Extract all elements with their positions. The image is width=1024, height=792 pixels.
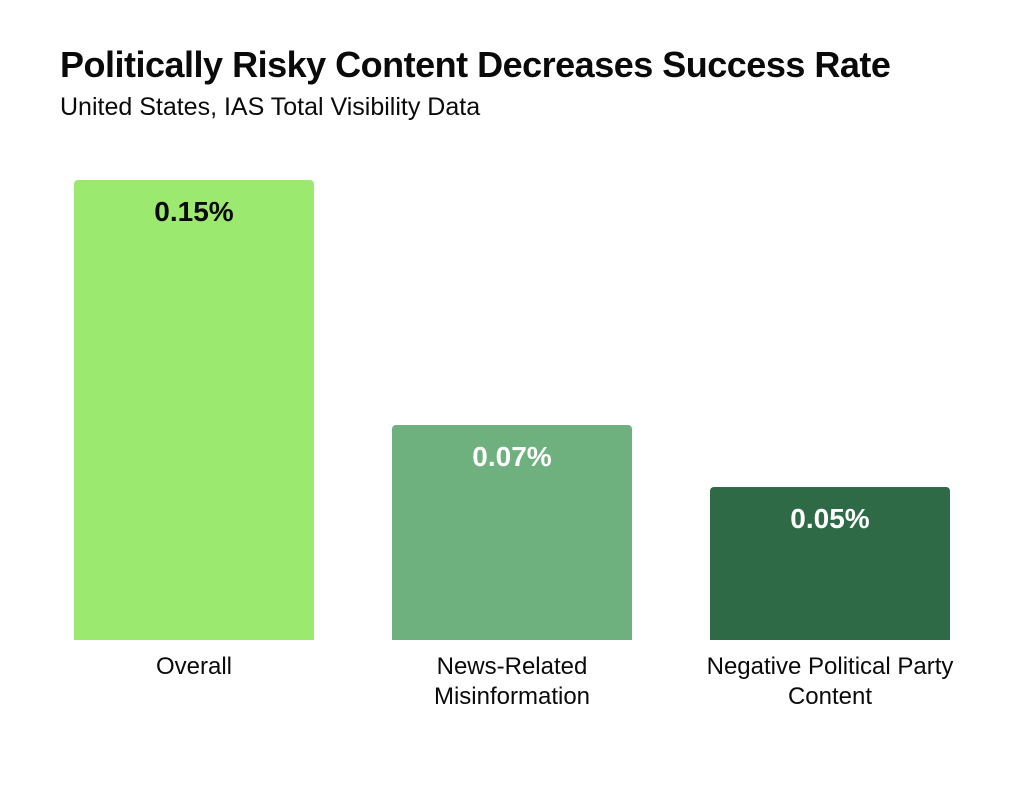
bar-column: 0.07%News-Related Misinformation [392,425,632,712]
bar-value-label: 0.05% [710,503,950,535]
bar-column: 0.05%Negative Political Party Content [710,487,950,712]
chart-plot-area: 0.15%Overall0.07%News-Related Misinforma… [60,192,964,712]
bar-category-label: Negative Political Party Content [690,652,970,712]
chart-subtitle: United States, IAS Total Visibility Data [60,93,964,122]
chart-container: Politically Risky Content Decreases Succ… [0,0,1024,712]
bar-value-label: 0.07% [392,441,632,473]
bar-column: 0.15%Overall [74,180,314,712]
bar-category-label: News-Related Misinformation [372,652,652,712]
bar: 0.15% [74,180,314,640]
chart-title: Politically Risky Content Decreases Succ… [60,44,964,85]
bar-category-label: Overall [54,652,334,712]
bar: 0.05% [710,487,950,640]
bar-value-label: 0.15% [74,196,314,228]
bar: 0.07% [392,425,632,640]
